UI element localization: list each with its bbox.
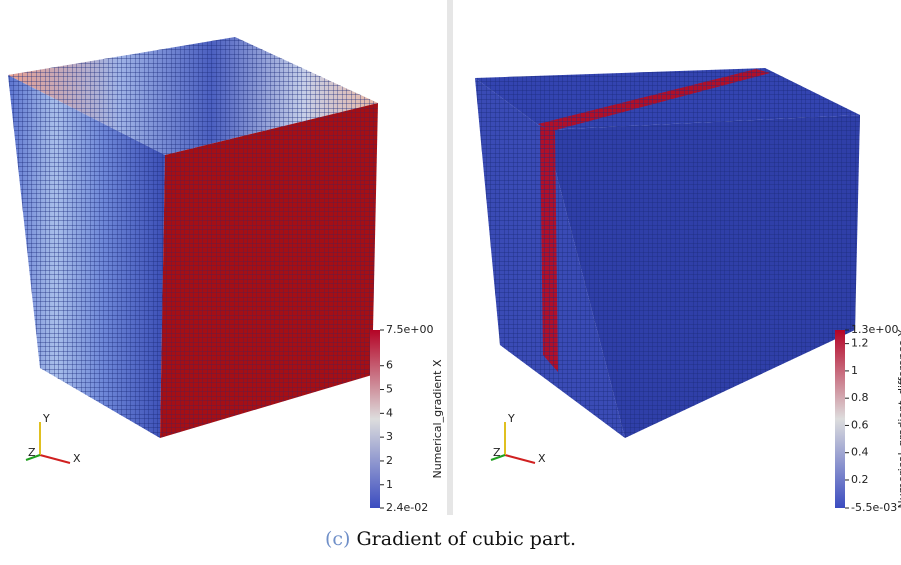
colorbar-tick-label: 5 xyxy=(386,383,393,396)
colorbar-tick-label: 4 xyxy=(386,406,393,419)
colorbar-tick-label: 1.3e+00 xyxy=(851,323,898,336)
axis-label-z: Z xyxy=(493,446,501,459)
axis-x xyxy=(40,455,70,463)
colorbar-tick-label: 3 xyxy=(386,430,393,443)
axis-label-y: Y xyxy=(42,412,50,425)
figure: 7.5e+00 6 5 4 3 2 1 2.4e-02 Numerical_gradient X… xyxy=(0,0,901,565)
colorbar xyxy=(370,330,380,508)
axis-x xyxy=(505,455,535,463)
colorbar-tick-label: 0.6 xyxy=(851,418,869,431)
colorbar-title: Numerical_gradient_difference Y xyxy=(896,329,901,508)
caption-label: (c) xyxy=(325,528,350,550)
axis-label-y: Y xyxy=(507,412,515,425)
renders: 7.5e+00 6 5 4 3 2 1 2.4e-02 Numerical_gradient X… xyxy=(0,0,901,520)
colorbar-tick-label: -5.5e-03 xyxy=(851,501,897,514)
divider xyxy=(447,0,453,515)
colorbar-tick-label: 0.8 xyxy=(851,391,869,404)
axis-label-z: Z xyxy=(28,446,36,459)
colorbar-tick-label: 1 xyxy=(386,478,393,491)
caption: (c) Gradient of cubic part. xyxy=(0,528,901,550)
colorbar-tick-label: 6 xyxy=(386,359,393,372)
colorbar-tick-label: 1.2 xyxy=(851,337,869,350)
colorbar-tick-label: 2.4e-02 xyxy=(386,501,428,514)
colorbar-tick-label: 1 xyxy=(851,364,858,377)
caption-text: Gradient of cubic part. xyxy=(356,528,576,550)
colorbar-tick-label: 0.4 xyxy=(851,446,869,459)
cube-right xyxy=(475,68,860,438)
colorbar-title: Numerical_gradient X xyxy=(431,359,444,478)
colorbar-tick-label: 2 xyxy=(386,454,393,467)
axis-label-x: X xyxy=(73,452,81,465)
colorbar-tick-label: 7.5e+00 xyxy=(386,323,433,336)
axis-label-x: X xyxy=(538,452,546,465)
cube-left xyxy=(8,37,378,438)
colorbar xyxy=(835,330,845,508)
colorbar-tick-label: 0.2 xyxy=(851,473,869,486)
